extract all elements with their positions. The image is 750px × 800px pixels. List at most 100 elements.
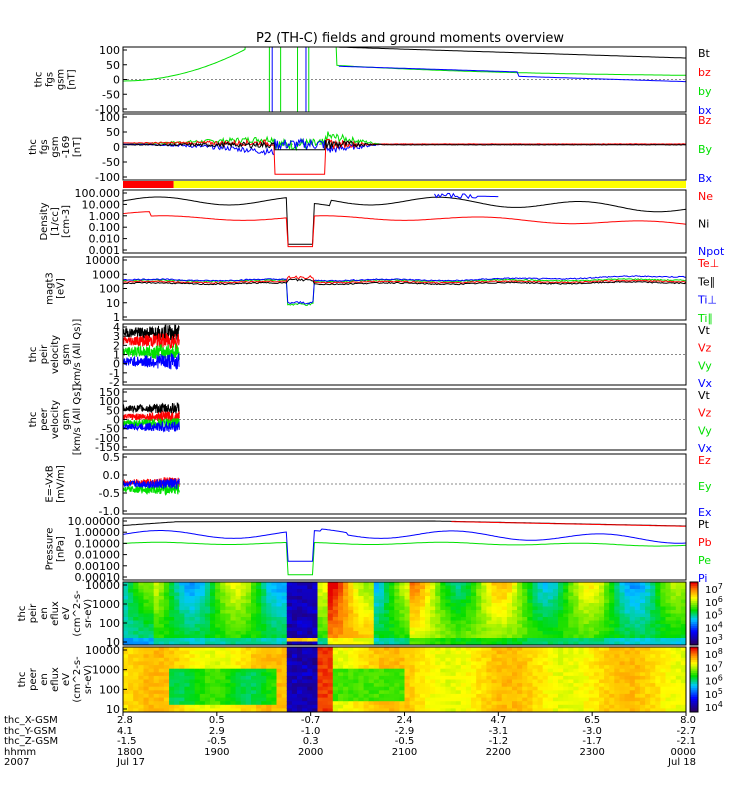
heatmap-cell [675, 704, 682, 709]
heatmap-cell [491, 641, 498, 645]
heatmap-cell [414, 665, 421, 670]
heatmap-cell [552, 693, 559, 699]
heatmap-cell [532, 665, 539, 670]
heatmap-cell [353, 657, 359, 662]
heatmap-cell [639, 683, 646, 688]
heatmap-cell [614, 627, 620, 632]
heatmap-cell [563, 675, 569, 681]
heatmap-cell [629, 708, 636, 712]
heatmap-cell [317, 641, 324, 645]
heatmap-cell [322, 654, 329, 659]
heatmap-cell [312, 708, 319, 712]
heatmap-cell [609, 668, 615, 673]
heatmap-cell [184, 585, 191, 590]
heatmap-cell [163, 679, 170, 684]
heatmap-cell [645, 675, 651, 681]
heatmap-cell [389, 599, 395, 604]
heatmap-cell [240, 690, 247, 695]
heatmap-cell [614, 690, 620, 695]
heatmap-cell [189, 650, 196, 655]
heatmap-cell [394, 657, 400, 662]
heatmap-cell [537, 606, 544, 611]
heatmap-cell [481, 650, 487, 655]
heatmap-cell [460, 603, 467, 608]
heatmap-cell [660, 672, 667, 677]
heatmap-cell [271, 634, 278, 639]
heatmap-cell [317, 603, 324, 608]
heatmap-cell [133, 654, 139, 659]
heatmap-cell [348, 697, 354, 702]
heatmap-cell [634, 693, 641, 699]
heatmap-cell [460, 672, 467, 677]
heatmap-cell [563, 613, 569, 618]
heatmap-cell [471, 657, 477, 662]
heatmap-cell [481, 697, 487, 702]
heatmap-cell [645, 613, 651, 618]
heatmap-cell [194, 599, 201, 604]
x-tick-hhmm: 2300 [579, 747, 604, 758]
heatmap-cell [399, 672, 406, 677]
y-tick-label: 0.5 [103, 451, 121, 464]
heatmap-cell [291, 697, 298, 702]
legend-entry: Ez [698, 454, 711, 467]
heatmap-cell [552, 606, 559, 611]
heatmap-cell [343, 661, 349, 666]
heatmap-cell [256, 668, 262, 673]
heatmap-cell [578, 693, 585, 699]
heatmap-cell [169, 610, 175, 615]
heatmap-cell [614, 668, 620, 673]
heatmap-cell [256, 589, 262, 594]
heatmap-cell [143, 589, 150, 594]
heatmap-cell [506, 613, 513, 618]
heatmap-cell [133, 638, 139, 643]
heatmap-cell [660, 704, 667, 709]
heatmap-cell [291, 585, 298, 590]
heatmap-cell [302, 582, 308, 587]
heatmap-cell [363, 592, 370, 597]
heatmap-cell [245, 697, 252, 702]
heatmap-cell [619, 701, 626, 706]
heatmap-cell [148, 641, 155, 645]
heatmap-cell [189, 683, 196, 688]
heatmap-cell [266, 693, 272, 699]
heatmap-cell [230, 672, 237, 677]
heatmap-cell [465, 631, 472, 636]
heatmap-cell [199, 592, 206, 597]
heatmap-cell [496, 704, 503, 709]
heatmap-cell [512, 697, 518, 702]
heatmap-cell [471, 596, 477, 601]
heatmap-cell [604, 606, 610, 611]
heatmap-cell [307, 697, 313, 702]
heatmap-cell [491, 693, 498, 699]
y-axis-label: peer [39, 407, 50, 431]
colorbar-segment [690, 634, 698, 638]
heatmap-cell [604, 585, 610, 590]
heatmap-cell [547, 701, 554, 706]
heatmap-cell [542, 617, 549, 622]
heatmap-cell [619, 606, 626, 611]
heatmap-cell [599, 641, 605, 645]
heatmap-cell [517, 596, 523, 601]
heatmap-cell [404, 672, 411, 677]
heatmap-cell [271, 697, 278, 702]
heatmap-cell [522, 596, 528, 601]
heatmap-cell [332, 606, 339, 611]
heatmap-cell [138, 617, 145, 622]
heatmap-cell [670, 697, 677, 702]
heatmap-cell [153, 592, 160, 597]
heatmap-cell [512, 675, 518, 681]
heatmap-cell [281, 592, 288, 597]
colorbar-segment [690, 600, 698, 604]
heatmap-cell [486, 627, 493, 632]
heatmap-cell [430, 589, 436, 594]
heatmap-cell [163, 708, 170, 712]
heatmap-cell [378, 647, 385, 652]
heatmap-cell [368, 654, 375, 659]
heatmap-cell [609, 585, 615, 590]
heatmap-cell [373, 638, 380, 643]
heatmap-cell [440, 654, 446, 659]
heatmap-cell [332, 641, 339, 645]
heatmap-cell [169, 617, 175, 622]
y-tick-label: 100.000 [75, 187, 121, 200]
